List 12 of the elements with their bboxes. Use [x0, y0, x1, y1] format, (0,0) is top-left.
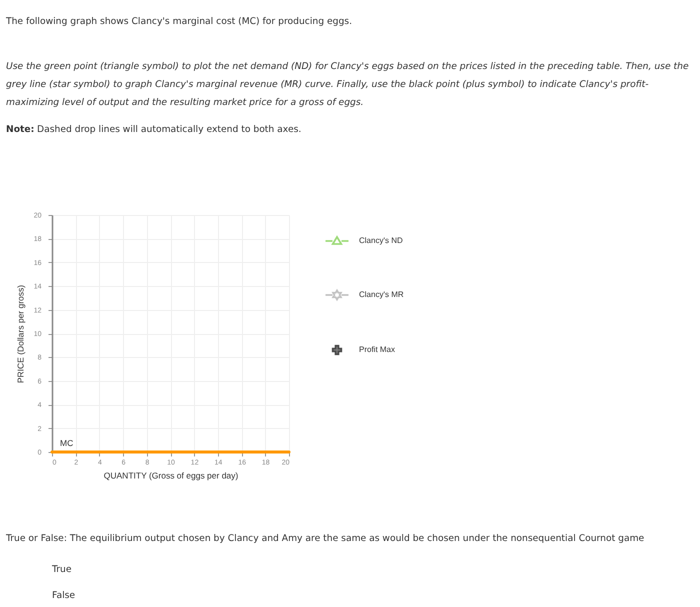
text: False: [52, 590, 76, 601]
text: True or False: The equilibrium output chosen by Clancy and Amy are the same as would be chosen under the nonsequential Cournot game: [5, 533, 645, 544]
text: Use the green point (triangle symbol) to plot the net demand (ND) for Clancy's eggs based on the prices listed in the preceding table. Then, use the grey line (star symbol) to graph Clancy's marginal revenue (MR) curve. Finally, use the black point (plus symbol) to indicate Clancy's profit-maximizing level of output and the resulting market price for a gross of eggs.: [6, 61, 689, 108]
chart-title: The following graph shows Clancy's marginal cost (MC) for producing eggs.: [5, 16, 352, 27]
legend-label: Clancy's ND: [359, 236, 403, 245]
legend-label: Profit Max: [359, 345, 396, 354]
legend-label: Clancy's MR: [359, 290, 404, 299]
text: Note: Dashed drop lines will automatically extend to both axes.: [6, 124, 302, 135]
x-axis-title: QUANTITY (Gross of eggs per day): [104, 470, 238, 480]
y-axis-title: PRICE (Dollars per gross): [16, 284, 26, 384]
series-label: MC: [60, 438, 74, 448]
text: True: [51, 564, 72, 575]
